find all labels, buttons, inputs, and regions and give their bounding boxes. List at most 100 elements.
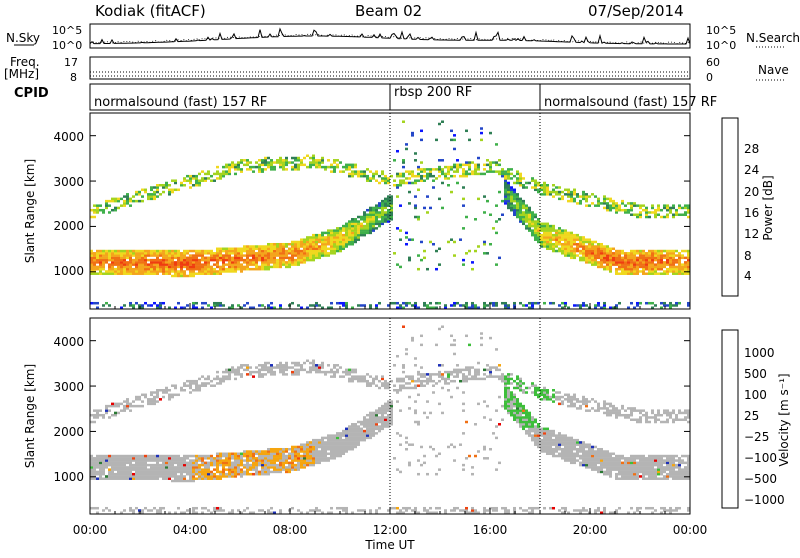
velocity-cell <box>471 378 474 381</box>
power-cell <box>183 184 186 187</box>
power-cell <box>372 225 375 228</box>
velocity-cell <box>567 448 570 451</box>
velocity-cell <box>519 425 522 428</box>
velocity-cell <box>507 396 510 399</box>
power-cell <box>459 175 462 178</box>
power-cell <box>243 164 246 167</box>
velocity-cell <box>222 453 225 456</box>
power-cell <box>570 238 573 241</box>
power-cell <box>474 250 477 253</box>
velocity-cell <box>546 441 549 444</box>
power-cell <box>267 243 270 246</box>
power-cell <box>489 132 492 135</box>
power-cell <box>636 261 639 264</box>
power-cell <box>399 184 402 187</box>
velocity-cell <box>567 455 570 458</box>
power-cell <box>666 259 669 262</box>
power-cell <box>150 254 153 257</box>
power-cell <box>678 270 681 273</box>
velocity-cell <box>303 448 306 451</box>
power-cell <box>150 252 153 255</box>
power-cell <box>603 248 606 251</box>
velocity-cell <box>444 509 447 512</box>
velocity-cell <box>144 462 147 465</box>
power-cell <box>363 227 366 230</box>
power-cell <box>417 254 420 257</box>
power-cell <box>210 270 213 273</box>
power-cell <box>582 302 585 305</box>
velocity-cell <box>543 387 546 390</box>
power-cell <box>399 173 402 176</box>
velocity-cell <box>123 475 126 478</box>
power-cell <box>324 250 327 253</box>
power-cell <box>120 257 123 260</box>
velocity-cell <box>198 466 201 469</box>
velocity-cell <box>141 473 144 476</box>
velocity-cell <box>162 389 165 392</box>
power-cell <box>270 261 273 264</box>
power-cell <box>360 175 363 178</box>
power-cell <box>453 164 456 167</box>
velocity-cell <box>216 453 219 456</box>
power-cell <box>114 268 117 271</box>
power-cell <box>306 248 309 251</box>
velocity-cell <box>567 443 570 446</box>
power-cell <box>195 268 198 271</box>
velocity-cell <box>204 471 207 474</box>
velocity-cell <box>177 471 180 474</box>
velocity-cell <box>123 471 126 474</box>
power-cell <box>507 204 510 207</box>
power-cell <box>333 248 336 251</box>
velocity-cell <box>405 441 408 444</box>
velocity-cell <box>123 407 126 410</box>
velocity-cell <box>327 457 330 460</box>
velocity-cell <box>405 353 408 356</box>
power-cell <box>651 250 654 253</box>
velocity-cell <box>207 375 210 378</box>
velocity-cell <box>306 462 309 465</box>
velocity-cell <box>105 477 108 480</box>
velocity-cell <box>516 375 519 378</box>
power-cell <box>228 257 231 260</box>
power-cell <box>93 211 96 214</box>
power-cell <box>321 250 324 253</box>
velocity-cell <box>228 371 231 374</box>
power-cell <box>219 250 222 253</box>
velocity-cell <box>207 475 210 478</box>
power-cell <box>654 259 657 262</box>
velocity-cell <box>234 466 237 469</box>
power-cell <box>339 250 342 253</box>
velocity-cell <box>555 450 558 453</box>
power-cell <box>372 177 375 180</box>
velocity-cell <box>102 455 105 458</box>
power-cell <box>237 261 240 264</box>
power-cell <box>129 200 132 203</box>
velocity-cell <box>348 448 351 451</box>
power-cell <box>291 263 294 266</box>
velocity-cell <box>282 371 285 374</box>
power-cell <box>507 304 510 307</box>
power-cell <box>123 266 126 269</box>
velocity-cell <box>315 457 318 460</box>
velocity-cell <box>279 448 282 451</box>
velocity-cell <box>303 466 306 469</box>
velocity-cell <box>216 466 219 469</box>
velocity-cell <box>201 457 204 460</box>
power-cell <box>579 304 582 307</box>
velocity-cell <box>573 509 576 512</box>
velocity-cell <box>162 471 165 474</box>
power-cell <box>141 254 144 257</box>
power-cell <box>228 248 231 251</box>
power-cell <box>393 179 396 182</box>
power-cell <box>348 164 351 167</box>
velocity-cell <box>549 398 552 401</box>
power-cell <box>285 250 288 253</box>
power-cell <box>414 207 417 210</box>
velocity-cell <box>441 373 444 376</box>
velocity-cell <box>552 507 555 510</box>
velocity-cell <box>405 509 408 512</box>
power-cell <box>591 254 594 257</box>
velocity-cell <box>543 441 546 444</box>
velocity-cell <box>573 405 576 408</box>
velocity-cell <box>279 366 282 369</box>
